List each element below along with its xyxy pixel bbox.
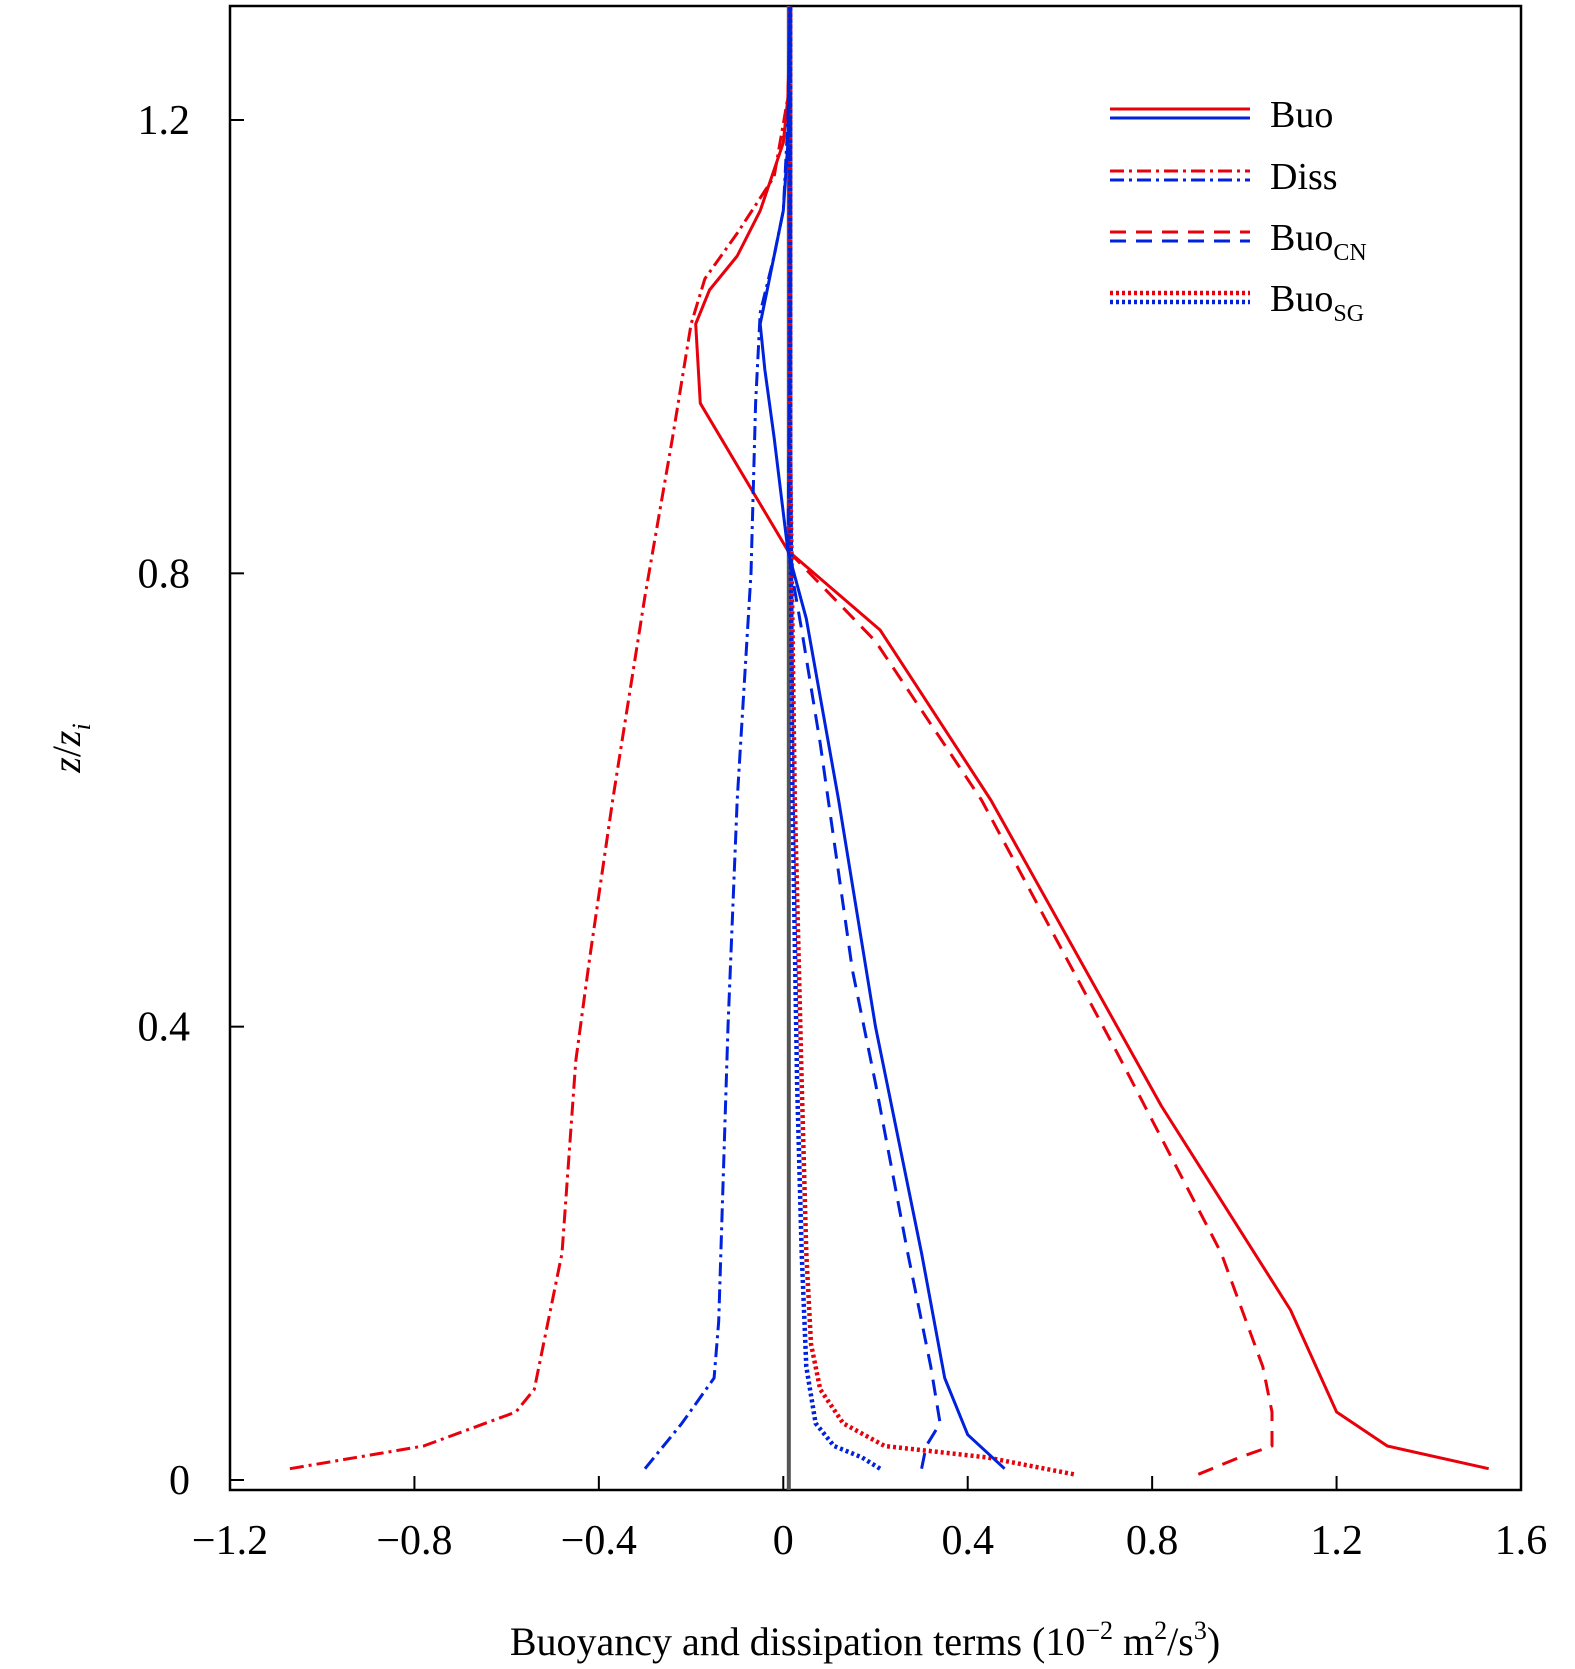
x-axis: −1.2 −0.8 −0.4 0 0.4 0.8 1.2 1.6 bbox=[192, 1476, 1547, 1564]
x-tick-label: 1.2 bbox=[1310, 1518, 1363, 1564]
series-line bbox=[787, 6, 1075, 1477]
y-tick-label: 1.2 bbox=[138, 98, 191, 144]
y-tick-label: 0.8 bbox=[138, 551, 191, 597]
series-line bbox=[289, 6, 792, 1471]
y-tick-label: 0.4 bbox=[138, 1005, 191, 1051]
x-tick-label: 0.8 bbox=[1126, 1518, 1179, 1564]
series-line bbox=[787, 6, 882, 1471]
x-tick-label: 0 bbox=[773, 1518, 794, 1564]
series-line bbox=[643, 6, 792, 1470]
legend-label: BuoSG bbox=[1270, 278, 1364, 327]
x-tick-label: −1.2 bbox=[192, 1518, 268, 1564]
y-axis-title: z/zi bbox=[44, 723, 96, 774]
legend-label: BuoCN bbox=[1270, 217, 1367, 266]
x-tick-label: 0.4 bbox=[941, 1518, 994, 1564]
series-layer bbox=[289, 6, 1490, 1490]
series-line bbox=[786, 6, 942, 1469]
legend-label: Diss bbox=[1270, 156, 1338, 198]
legend: Buo Diss BuoCN BuoSG bbox=[1110, 94, 1367, 327]
y-axis: 0 0.4 0.8 1.2 bbox=[138, 98, 244, 1504]
x-tick-label: −0.4 bbox=[561, 1518, 637, 1564]
series-line bbox=[694, 6, 1490, 1471]
x-tick-label: −0.8 bbox=[376, 1518, 452, 1564]
legend-label: Buo bbox=[1270, 94, 1333, 136]
series-line bbox=[786, 6, 1274, 1476]
y-tick-label: 0 bbox=[169, 1458, 190, 1504]
x-tick-label: 1.6 bbox=[1495, 1518, 1548, 1564]
x-axis-title: Buoyancy and dissipation terms (10−2 m2/… bbox=[510, 1616, 1220, 1664]
plot-frame bbox=[228, 4, 1523, 1492]
series-line bbox=[758, 6, 1006, 1470]
